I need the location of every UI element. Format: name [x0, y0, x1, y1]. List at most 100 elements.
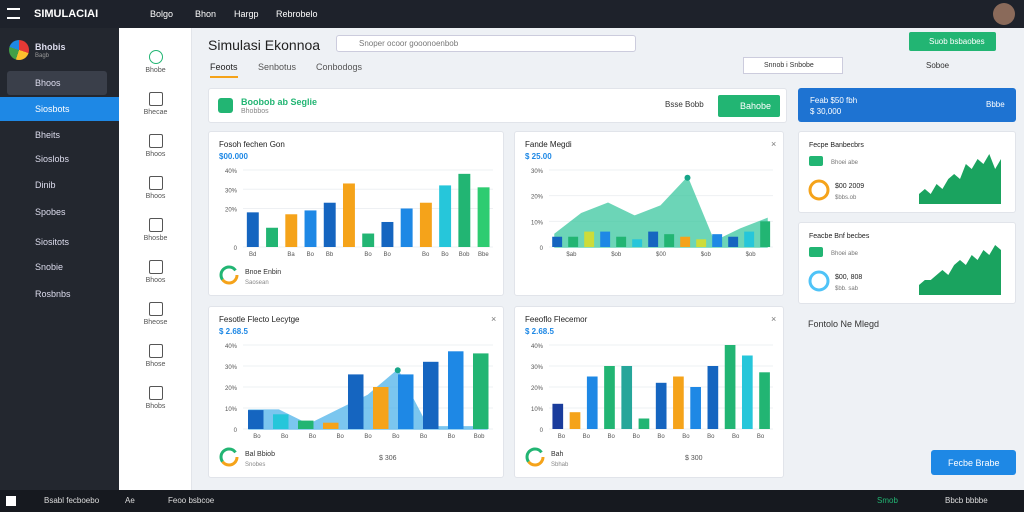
bar: [568, 236, 579, 247]
legend-value: $ 306: [379, 455, 397, 462]
x-tick-label: Bd: [249, 252, 256, 258]
nav-item-active[interactable]: Siosbots: [0, 97, 119, 121]
bar: [741, 355, 753, 429]
bar: [724, 345, 736, 429]
x-tick-label: Bo: [657, 434, 665, 440]
card-sub: $bbs.ob: [835, 195, 857, 201]
search-box[interactable]: Snoper ocoor gooonoenbob: [336, 35, 636, 52]
filter[interactable]: Snnob i Snbobe: [743, 57, 843, 74]
nav-item[interactable]: Snobie: [35, 262, 64, 272]
legend-donut-ring: [219, 265, 239, 285]
nav-item[interactable]: Bhoos: [7, 71, 107, 95]
card-ring: [808, 270, 830, 292]
rail-label: Bhoos: [145, 193, 166, 200]
x-tick-label: Bbe: [478, 252, 489, 258]
x-tick-label: Bo: [757, 434, 765, 440]
tray-item: Smob: [877, 496, 898, 505]
x-tick-label: Bo: [558, 434, 566, 440]
chart-value: $ 2.68.5: [219, 327, 248, 336]
bar: [323, 422, 339, 429]
nav-item[interactable]: Bheits: [35, 130, 61, 140]
x-tick-label: $00: [656, 252, 667, 258]
legend-sub: Saosean: [245, 280, 269, 286]
chart-card: Fande Megdi $ 25.00 × 0 10% 20% 30% $ab $ob $00 $o…: [514, 131, 784, 296]
x-tick-label: Bo: [364, 434, 372, 440]
bar: [673, 376, 684, 429]
alert-icon: [218, 98, 233, 113]
menu-item[interactable]: Hargp: [234, 9, 259, 19]
nav-item[interactable]: Dinib: [35, 180, 56, 190]
legend-label: Bnoe Enbin: [245, 269, 281, 276]
close-icon: ×: [771, 314, 776, 324]
start-icon[interactable]: [6, 496, 16, 506]
bar: [477, 187, 490, 247]
card-label: Bhoei abe: [831, 251, 859, 257]
menu-item[interactable]: Rebrobelo: [276, 9, 318, 19]
x-tick-label: Bb: [326, 252, 334, 258]
y-tick-label: 20%: [531, 386, 544, 392]
chart-card: Feeoflo Flecemor $ 2.68.5 × 0 10% 20% 30% 40% Bo…: [514, 306, 784, 478]
tab-active[interactable]: Feoots: [210, 62, 238, 78]
x-tick-label: Bob: [474, 434, 485, 440]
bar: [348, 374, 364, 429]
fab-button[interactable]: Fecbe Brabe: [931, 450, 1016, 475]
banner: Feab $50 fbh $ 30,000 Bbbe: [798, 88, 1016, 122]
filter-select[interactable]: Soboe: [926, 61, 950, 70]
summary-card: Fecpe Banbecbrs Bhoei abe $00 2009 $bbs.ob: [798, 131, 1016, 213]
chart-value: $ 25.00: [525, 152, 552, 161]
rail-item: Bhoos: [119, 134, 192, 158]
task-item[interactable]: Bsabl fecboebo: [44, 496, 100, 505]
tab[interactable]: Senbotus: [258, 62, 297, 72]
nav-item[interactable]: Sioslobs: [35, 154, 70, 164]
y-tick-label: 0: [234, 428, 238, 434]
y-tick-label: 30%: [225, 188, 238, 194]
bar: [398, 374, 414, 429]
bar: [712, 234, 723, 247]
bar: [728, 236, 739, 247]
alert-bar: Boobob ab Seglie Bhobbos Bsse Bobb Bahob…: [208, 88, 787, 123]
sparkline: [919, 245, 1001, 295]
taskbar: Bsabl fecboebo Ae Feoo bsbcoe Smob Bbcb …: [0, 490, 1024, 512]
brand: SIMULACIAI: [34, 8, 99, 20]
menu-item[interactable]: Bolgo: [150, 9, 174, 19]
bar: [552, 403, 564, 429]
task-item[interactable]: Feoo bsbcoe: [168, 496, 215, 505]
alert-sub: Bhobbos: [241, 108, 269, 115]
x-tick-label: Bo: [364, 252, 372, 258]
y-tick-label: 20%: [225, 386, 238, 392]
tab[interactable]: Conbodogs: [316, 62, 363, 72]
bar: [638, 418, 650, 429]
y-tick-label: 30%: [531, 169, 544, 175]
rail-label: Bhoos: [145, 151, 166, 158]
avatar[interactable]: [993, 3, 1015, 25]
x-tick-label: Bo: [392, 434, 400, 440]
bar: [400, 208, 413, 247]
nav-item[interactable]: Rosbnbs: [35, 289, 71, 299]
rail-label: Bhoos: [145, 277, 166, 284]
nav-item[interactable]: Spobes: [35, 207, 66, 217]
bar: [696, 239, 707, 247]
nav-item[interactable]: Siositots: [35, 237, 70, 247]
icon-rail: Bhobe Bhecae Bhoos Bhoos Bhosbe Bhoos Bheose Bh…: [119, 28, 192, 490]
legend-donut-ring: [525, 447, 545, 467]
rail-icon: [148, 50, 163, 64]
legend-donut: [525, 447, 545, 467]
x-tick-label: Bo: [682, 434, 690, 440]
menu-item[interactable]: Bhon: [195, 9, 217, 19]
action-button[interactable]: Suob bsbaobes: [909, 32, 996, 51]
x-tick-label: $ob: [746, 252, 757, 258]
alert-link[interactable]: Bsse Bobb: [665, 100, 704, 109]
banner-button[interactable]: Bbbe: [986, 100, 1005, 109]
legend-value: $ 300: [685, 455, 703, 462]
rail-item: Bhecae: [119, 92, 192, 116]
y-tick-label: 40%: [225, 344, 238, 350]
menu-icon[interactable]: [7, 8, 20, 19]
bar: [448, 351, 464, 429]
alert-button[interactable]: Bahobe: [718, 95, 780, 117]
bar: [323, 202, 336, 247]
legend-donut: [219, 265, 239, 285]
chart-title: Fosoh fechen Gon: [219, 140, 285, 149]
task-item[interactable]: Ae: [125, 496, 135, 505]
profile-name: Bhobis: [35, 42, 66, 52]
